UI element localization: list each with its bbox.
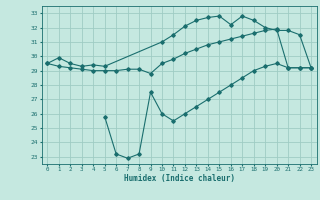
- X-axis label: Humidex (Indice chaleur): Humidex (Indice chaleur): [124, 174, 235, 183]
